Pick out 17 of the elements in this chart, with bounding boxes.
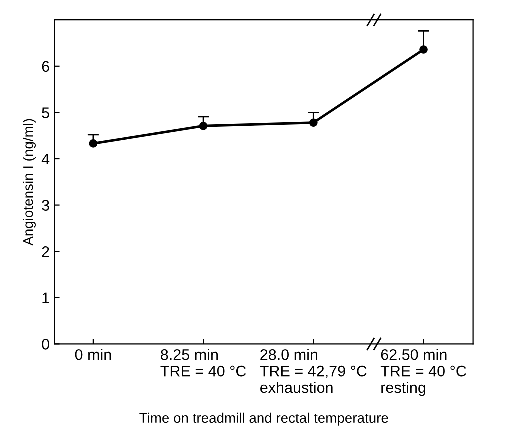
x-axis-title: Time on treadmill and rectal temperature <box>140 412 388 426</box>
point <box>89 140 98 148</box>
y-tick-label: 3 <box>42 200 50 211</box>
y-tick-label: 4 <box>42 154 50 165</box>
x-tick-label: 62.50 min TRE = 40 °C resting <box>380 349 466 396</box>
y-tick-label: 2 <box>42 246 50 258</box>
x-tick-label: 0 min <box>75 349 112 360</box>
y-tick-label: 6 <box>42 61 50 72</box>
point <box>309 118 318 128</box>
x-tick-label: 8.25 min TRE = 40 °C <box>160 349 246 377</box>
y-tick-label: 0 <box>42 339 50 350</box>
y-axis-title: Angiotensin I (ng/ml) <box>23 119 36 246</box>
point <box>420 46 428 54</box>
y-tick-label: 5 <box>42 108 50 118</box>
y-tick-label: 1 <box>42 292 50 304</box>
point <box>199 122 208 130</box>
x-tick-label: 28.0 min TRE = 42,79 °C exhaustion <box>260 349 367 394</box>
